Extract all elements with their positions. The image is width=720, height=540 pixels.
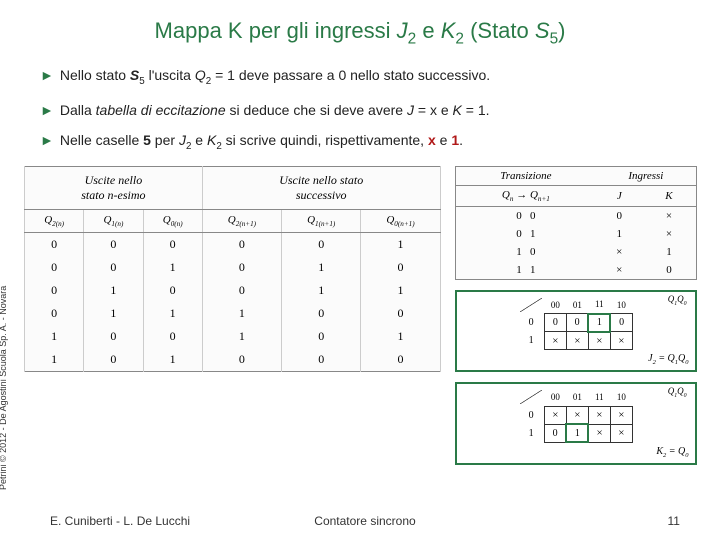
- slide-title: Mappa K per gli ingressi J2 e K2 (Stato …: [0, 0, 720, 48]
- title-k: K: [441, 18, 456, 43]
- title-mid: e: [416, 18, 440, 43]
- kmap-k: 000111100××××101××: [518, 388, 633, 443]
- bullet-text: Dalla tabella di eccitazione si deduce c…: [60, 101, 490, 119]
- kmap-k-toplabel: Q1Q0: [668, 386, 687, 399]
- kmap-j-toplabel: Q1Q0: [668, 294, 687, 307]
- bullet-item: ► Nelle caselle 5 per J2 e K2 si scrive q…: [40, 131, 680, 154]
- title-s-sub: 5: [550, 30, 559, 47]
- figures-row: Uscite nellostato n-esimoUscite nello st…: [24, 166, 696, 466]
- title-close: ): [558, 18, 565, 43]
- title-k-sub: 2: [455, 30, 464, 47]
- kmap-k-wrap: Q1Q0 000111100××××101×× K2 = Q0: [455, 382, 697, 465]
- copyright-credit: Petrini © 2012 - De Agostini Scuola Sp. …: [0, 286, 8, 490]
- output-state-table: Uscite nellostato n-esimoUscite nello st…: [24, 166, 441, 372]
- bullet-arrow-icon: ►: [40, 131, 54, 149]
- bullet-text: Nello stato S5 l'uscita Q2 = 1 deve pass…: [60, 66, 490, 89]
- title-s: S: [535, 18, 550, 43]
- title-j: J: [397, 18, 408, 43]
- footer-authors: E. Cuniberti - L. De Lucchi: [50, 514, 258, 528]
- footer-center: Contatore sincrono: [258, 514, 472, 528]
- kmap-j-caption: J2 = Q1Q0: [463, 353, 689, 366]
- title-state-open: (Stato: [464, 18, 535, 43]
- bullet-arrow-icon: ►: [40, 101, 54, 119]
- transition-table: TransizioneIngressiQn → Qn+1JK0 00×0 11×…: [455, 166, 697, 280]
- title-prefix: Mappa K per gli ingressi: [155, 18, 397, 43]
- footer-page-number: 11: [472, 514, 680, 528]
- title-j-sub: 2: [408, 30, 417, 47]
- bullet-list: ► Nello stato S5 l'uscita Q2 = 1 deve pas…: [40, 66, 680, 153]
- kmap-k-caption: K2 = Q0: [463, 446, 689, 459]
- slide-footer: E. Cuniberti - L. De Lucchi Contatore si…: [0, 514, 720, 528]
- bullet-item: ► Dalla tabella di eccitazione si deduce …: [40, 101, 680, 119]
- bullet-item: ► Nello stato S5 l'uscita Q2 = 1 deve pas…: [40, 66, 680, 89]
- bullet-text: Nelle caselle 5 per J2 e K2 si scrive qu…: [60, 131, 463, 154]
- kmap-j-wrap: Q1Q0 00011110000101×××× J2 = Q1Q0: [455, 290, 697, 373]
- bullet-arrow-icon: ►: [40, 66, 54, 84]
- left-figure: Uscite nellostato n-esimoUscite nello st…: [24, 166, 441, 372]
- kmap-j: 00011110000101××××: [518, 296, 633, 351]
- right-figures: TransizioneIngressiQn → Qn+1JK0 00×0 11×…: [455, 166, 697, 466]
